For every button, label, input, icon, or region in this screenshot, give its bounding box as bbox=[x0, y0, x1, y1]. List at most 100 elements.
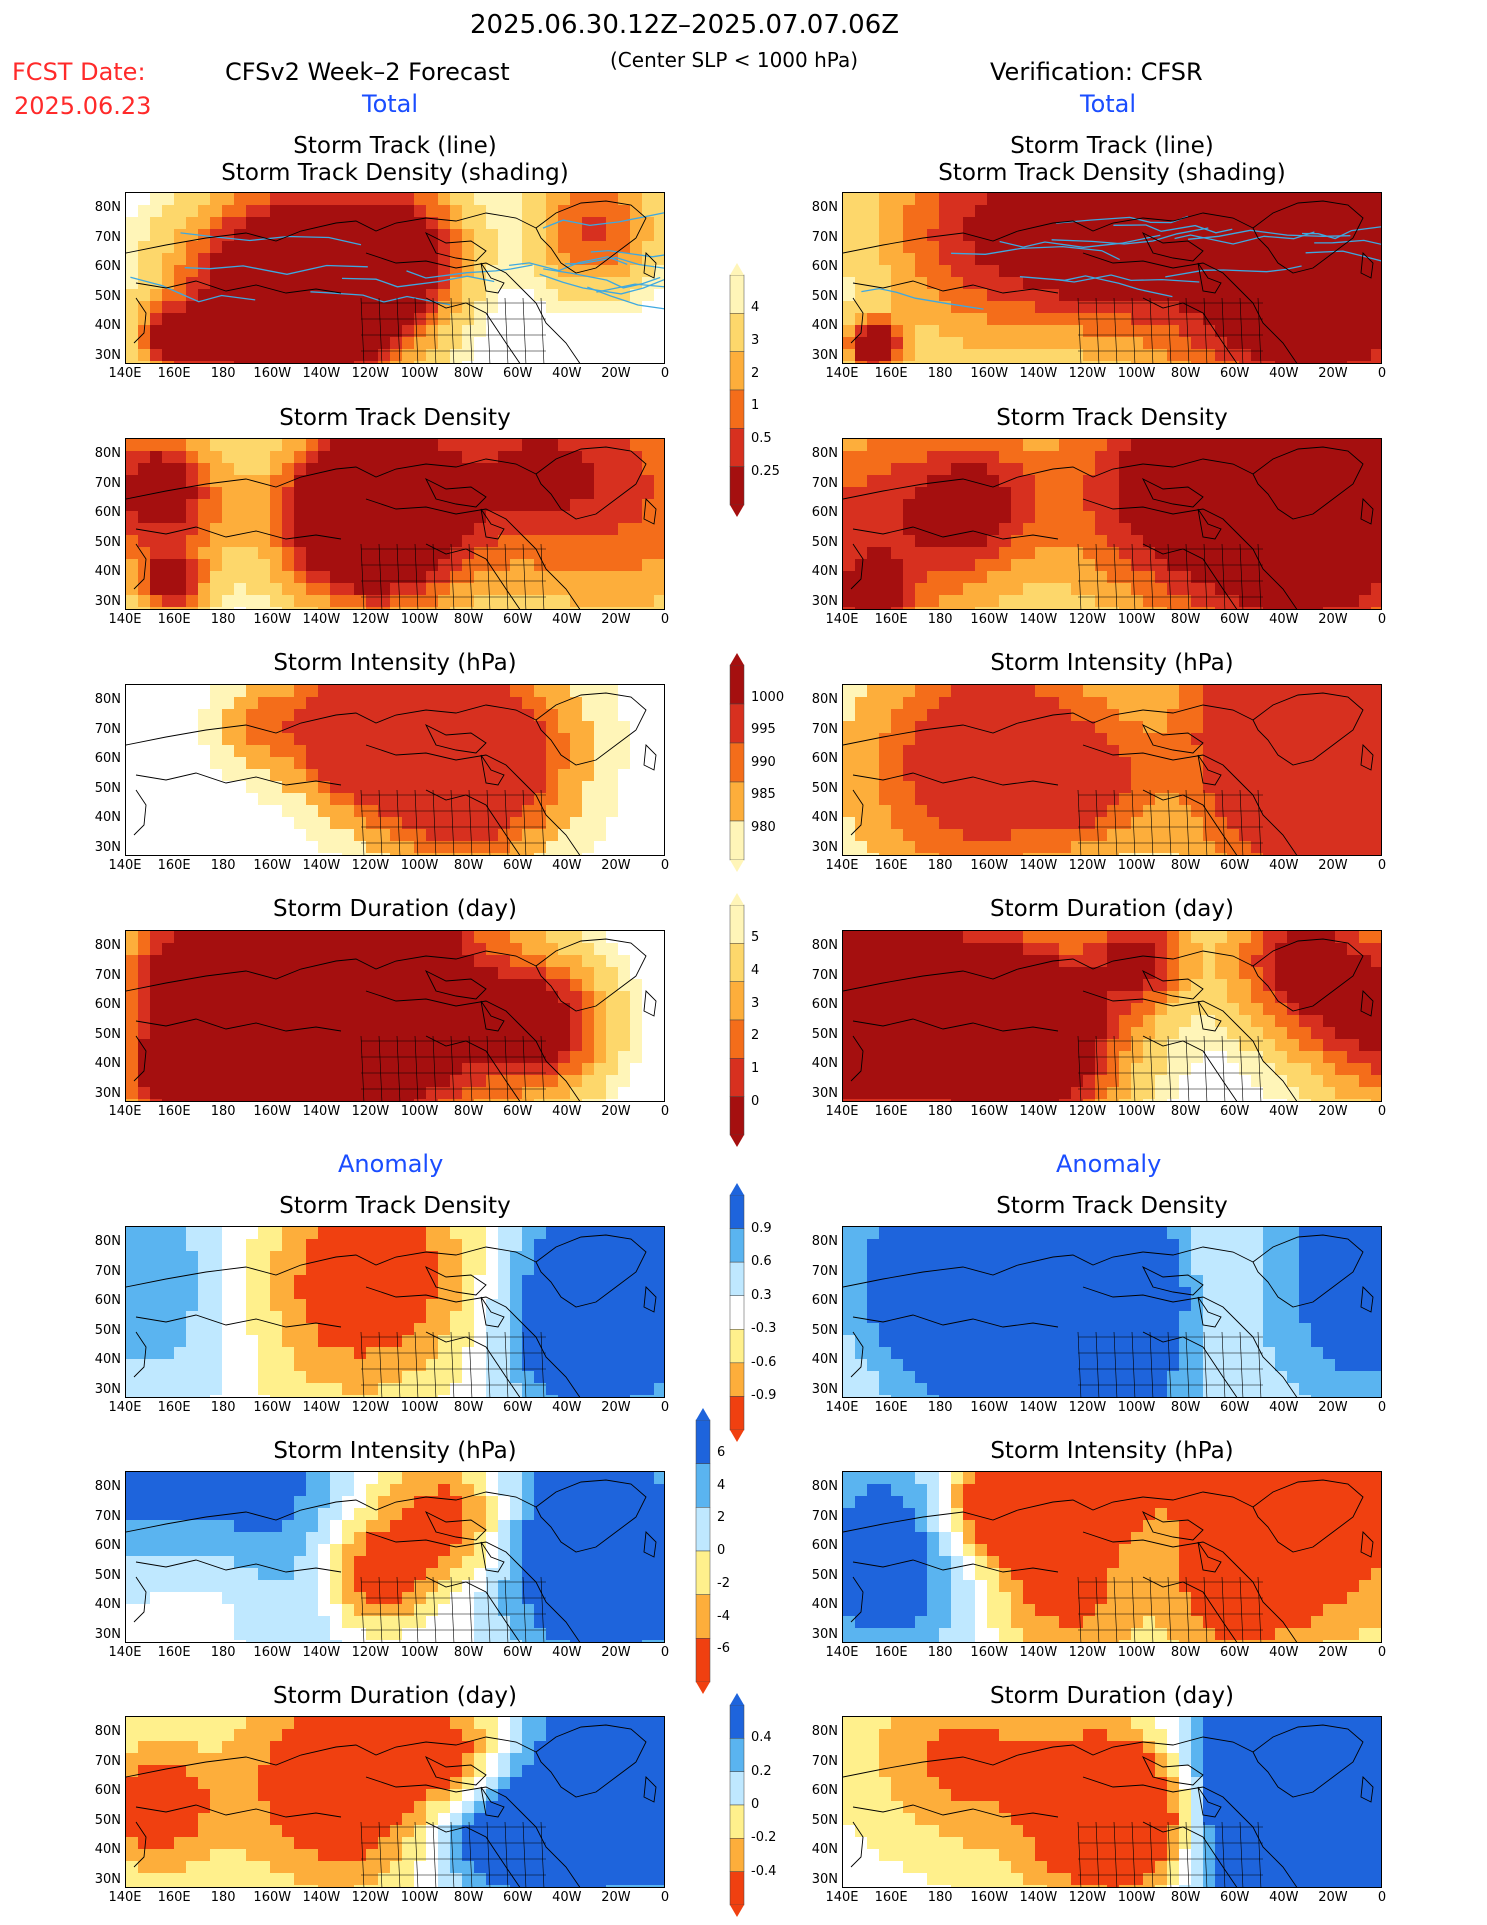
lon-tick-label: 160E bbox=[157, 1104, 191, 1119]
anomaly-label-right: Anomaly bbox=[1056, 1150, 1162, 1178]
lon-tick-label: 40W bbox=[552, 612, 582, 627]
lat-tick-label: 50N bbox=[94, 1322, 121, 1338]
lat-tick-label: 60N bbox=[811, 751, 838, 766]
lon-tick-label: 160E bbox=[874, 612, 908, 627]
colorbar-label: -4 bbox=[717, 1608, 730, 1624]
panel-title-verif-anom-density: Storm Track Density bbox=[996, 1193, 1228, 1219]
colorbar-label: 0.5 bbox=[751, 431, 772, 447]
panel-title-verif-anom-duration: Storm Duration (day) bbox=[990, 1683, 1234, 1709]
coastlines bbox=[126, 1479, 657, 1642]
lon-tick-label: 60W bbox=[503, 366, 533, 381]
lon-tick-label: 80W bbox=[1170, 1645, 1201, 1660]
lon-tick-label: 40W bbox=[552, 858, 582, 873]
lat-tick-label: 60N bbox=[94, 1538, 121, 1553]
colorbar-label: -0.3 bbox=[751, 1321, 777, 1337]
map-fcst-anom-duration bbox=[126, 1717, 664, 1887]
panel-title-fcst-anom-intensity: Storm Intensity (hPa) bbox=[273, 1438, 517, 1464]
lon-tick-label: 80W bbox=[1170, 1104, 1201, 1119]
lon-tick-label: 160E bbox=[874, 1400, 908, 1415]
lat-tick-label: 70N bbox=[811, 1753, 838, 1769]
lon-tick-label: 0 bbox=[1377, 366, 1387, 381]
lon-tick-label: 60W bbox=[1220, 612, 1250, 627]
lon-tick-label: 140E bbox=[825, 1400, 859, 1415]
shading-field bbox=[843, 1227, 1381, 1397]
lat-tick-label: 70N bbox=[811, 475, 838, 491]
lon-tick-label: 160W bbox=[253, 612, 292, 627]
shading-field bbox=[843, 1717, 1381, 1887]
lon-tick-label: 100W bbox=[1117, 1104, 1156, 1119]
map-panel-fcst-intensity bbox=[125, 684, 665, 856]
lat-tick-label: 70N bbox=[94, 967, 121, 983]
colorbar-label: 4 bbox=[751, 962, 760, 978]
panel-title-verif-track: Storm Track (line) Storm Track Density (s… bbox=[842, 133, 1382, 187]
shading-field bbox=[126, 439, 664, 609]
lon-tick-label: 20W bbox=[1318, 1400, 1348, 1415]
lon-tick-label: 120W bbox=[351, 858, 390, 873]
lat-tick-label: 30N bbox=[94, 839, 121, 855]
lat-tick-label: 60N bbox=[94, 751, 121, 766]
lat-tick-label: 70N bbox=[94, 229, 121, 245]
lon-tick-label: 40W bbox=[552, 1645, 582, 1660]
lat-tick-label: 30N bbox=[811, 593, 838, 609]
lat-tick-label: 80N bbox=[811, 1724, 838, 1739]
lat-tick-label: 70N bbox=[811, 1508, 838, 1524]
lat-tick-label: 40N bbox=[94, 1352, 121, 1367]
colorbar-label: 0.4 bbox=[751, 1730, 772, 1746]
lon-tick-label: 140E bbox=[108, 858, 142, 873]
map-fcst-track-line bbox=[126, 193, 664, 363]
colorbar-label: -0.6 bbox=[751, 1354, 777, 1370]
lon-tick-label: 20W bbox=[601, 858, 631, 873]
lon-tick-label: 100W bbox=[1117, 1890, 1156, 1905]
colorbar-label: -0.4 bbox=[751, 1863, 777, 1879]
lon-tick-label: 0 bbox=[660, 1400, 670, 1415]
colorbar-label: 0.6 bbox=[751, 1254, 772, 1270]
map-verif-anom-density bbox=[843, 1227, 1381, 1397]
lon-tick-label: 120W bbox=[1068, 1104, 1107, 1119]
lon-tick-label: 80W bbox=[1170, 1890, 1201, 1905]
coastlines bbox=[126, 938, 657, 1101]
lat-tick-label: 50N bbox=[94, 534, 121, 550]
coastlines bbox=[843, 200, 1374, 363]
lon-tick-label: 80W bbox=[453, 1104, 484, 1119]
lon-tick-label: 0 bbox=[660, 1104, 670, 1119]
colorbar-label: 990 bbox=[751, 754, 776, 770]
lon-tick-label: 120W bbox=[1068, 366, 1107, 381]
lon-tick-label: 40W bbox=[1269, 1400, 1299, 1415]
lat-tick-label: 40N bbox=[811, 1056, 838, 1071]
map-verif-density bbox=[843, 439, 1381, 609]
lat-tick-label: 30N bbox=[811, 1871, 838, 1887]
lon-tick-label: 140E bbox=[825, 1104, 859, 1119]
storm-track-lines bbox=[861, 215, 1381, 310]
panel-title-fcst-duration: Storm Duration (day) bbox=[273, 896, 517, 922]
lon-tick-label: 160W bbox=[970, 858, 1009, 873]
colorbar-label: 4 bbox=[717, 1477, 726, 1493]
colorbar-label: 4 bbox=[751, 299, 760, 315]
map-panel-fcst-track-line bbox=[125, 192, 665, 364]
lat-tick-label: 40N bbox=[811, 1597, 838, 1612]
map-panel-fcst-density bbox=[125, 438, 665, 610]
lon-tick-label: 160E bbox=[874, 1645, 908, 1660]
lon-tick-label: 140E bbox=[108, 1400, 142, 1415]
lat-tick-label: 70N bbox=[811, 229, 838, 245]
lon-tick-label: 160E bbox=[874, 858, 908, 873]
lat-tick-label: 80N bbox=[94, 938, 121, 953]
lon-tick-label: 140E bbox=[825, 1645, 859, 1660]
lon-tick-label: 160E bbox=[874, 1104, 908, 1119]
lon-tick-label: 140W bbox=[1019, 1890, 1058, 1905]
lon-tick-label: 160W bbox=[253, 858, 292, 873]
lat-tick-label: 30N bbox=[94, 593, 121, 609]
shading-field bbox=[126, 1472, 664, 1642]
map-panel-fcst-anom-density bbox=[125, 1226, 665, 1398]
shading-field bbox=[843, 1472, 1381, 1642]
colorbar-label: 2 bbox=[751, 365, 760, 381]
colorbar-label: 0.2 bbox=[751, 1763, 772, 1779]
lat-tick-label: 40N bbox=[94, 564, 121, 579]
lat-tick-label: 40N bbox=[811, 810, 838, 825]
colorbar-label: 1 bbox=[751, 1061, 760, 1077]
panel-title-verif-duration: Storm Duration (day) bbox=[990, 896, 1234, 922]
map-panel-fcst-anom-intensity bbox=[125, 1471, 665, 1643]
lat-tick-label: 40N bbox=[94, 1597, 121, 1612]
panel-title-fcst-track: Storm Track (line) Storm Track Density (s… bbox=[125, 133, 665, 187]
lat-tick-label: 30N bbox=[811, 1085, 838, 1101]
coastlines bbox=[843, 938, 1374, 1101]
